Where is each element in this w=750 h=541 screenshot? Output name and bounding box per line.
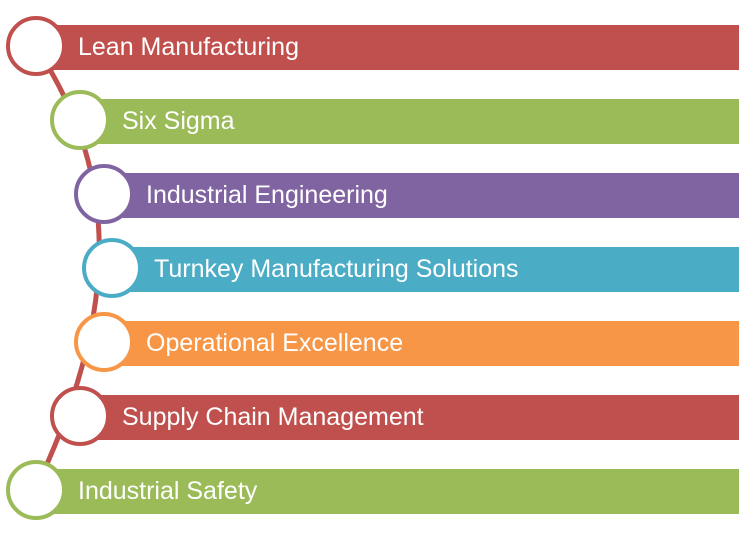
list-item-bar-7: Industrial Safety	[36, 469, 739, 514]
list-item-label-5: Operational Excellence	[146, 329, 404, 357]
list-item-circle-1	[6, 16, 66, 76]
list-item-circle-4	[82, 238, 142, 298]
list-item-bar-4: Turnkey Manufacturing Solutions	[112, 247, 739, 292]
list-item-bar-1: Lean Manufacturing	[36, 25, 739, 70]
list-item-circle-2	[50, 90, 110, 150]
list-item-label-4: Turnkey Manufacturing Solutions	[154, 255, 519, 283]
list-item-circle-7	[6, 460, 66, 520]
list-item-circle-6	[50, 386, 110, 446]
list-item-bar-6: Supply Chain Management	[80, 395, 739, 440]
list-item-label-3: Industrial Engineering	[146, 181, 388, 209]
list-item-bar-2: Six Sigma	[80, 99, 739, 144]
list-item-circle-3	[74, 164, 134, 224]
list-item-label-1: Lean Manufacturing	[78, 33, 299, 61]
list-item-label-7: Industrial Safety	[78, 477, 258, 505]
list-item-label-2: Six Sigma	[122, 107, 235, 135]
list-item-label-6: Supply Chain Management	[122, 403, 424, 431]
list-item-bar-5: Operational Excellence	[104, 321, 739, 366]
list-item-circle-5	[74, 312, 134, 372]
list-item-bar-3: Industrial Engineering	[104, 173, 739, 218]
